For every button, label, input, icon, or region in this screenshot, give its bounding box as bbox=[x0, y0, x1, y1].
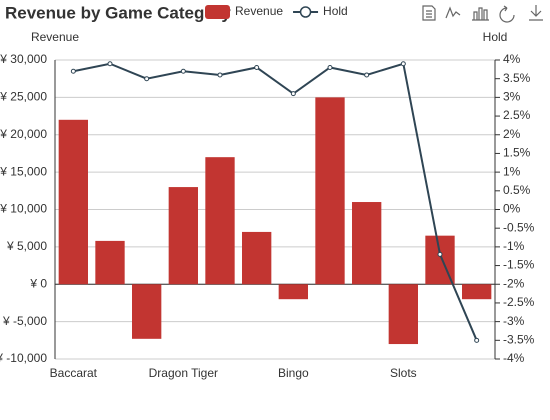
legend-label: Revenue bbox=[235, 4, 283, 18]
y2-tick-label: 4% bbox=[503, 52, 521, 66]
y-tick-label: ¥ -10,000 bbox=[0, 351, 47, 365]
x-tick-label: Baccarat bbox=[50, 366, 98, 380]
x-tick-label: Bingo bbox=[278, 366, 309, 380]
point bbox=[364, 72, 370, 78]
y2-tick-label: -1% bbox=[503, 239, 525, 253]
point bbox=[70, 68, 76, 74]
x-tick-label: Slots bbox=[390, 366, 417, 380]
line-icon[interactable] bbox=[445, 6, 461, 19]
y2-tick-label: 0.5% bbox=[503, 183, 531, 197]
y2-tick-label: 3% bbox=[503, 90, 521, 104]
point bbox=[107, 61, 113, 67]
y2-tick-label: 3.5% bbox=[503, 71, 531, 85]
legend-swatch bbox=[299, 6, 312, 18]
point bbox=[144, 76, 150, 82]
point bbox=[290, 91, 296, 97]
y-tick-label: ¥ 0 bbox=[29, 276, 47, 290]
y2-tick-label: -2.5% bbox=[503, 295, 535, 309]
toolbox[interactable] bbox=[422, 5, 543, 23]
y2-axis-title: Hold bbox=[483, 30, 508, 44]
legend-swatch bbox=[205, 5, 230, 19]
point bbox=[254, 64, 260, 70]
bar bbox=[462, 284, 492, 300]
legend-label: Hold bbox=[323, 4, 348, 18]
y2-tick-label: -4% bbox=[503, 351, 525, 365]
save-icon[interactable] bbox=[529, 5, 543, 21]
y-tick-label: ¥ 10,000 bbox=[0, 202, 47, 216]
line bbox=[73, 62, 478, 341]
bar bbox=[205, 157, 235, 285]
y2-tick-label: 1.5% bbox=[503, 146, 531, 160]
bar bbox=[278, 284, 308, 300]
bar bbox=[315, 97, 345, 285]
y-tick-label: ¥ 30,000 bbox=[0, 52, 47, 66]
bar bbox=[58, 119, 88, 285]
y2-tick-label: -3.5% bbox=[503, 332, 535, 346]
y2-tick-label: 1% bbox=[503, 164, 521, 178]
y-tick-label: ¥ 20,000 bbox=[0, 127, 47, 141]
y2-tick-label: 2% bbox=[503, 127, 521, 141]
point bbox=[437, 251, 443, 257]
bar bbox=[388, 284, 418, 345]
y2-tick-label: -1.5% bbox=[503, 258, 535, 272]
x-tick-label: Dragon Tiger bbox=[149, 366, 218, 380]
chart-title: Revenue by Game Category bbox=[5, 3, 231, 22]
y-tick-label: ¥ 5,000 bbox=[6, 239, 47, 253]
restore-icon[interactable] bbox=[499, 5, 515, 23]
point bbox=[400, 61, 406, 67]
y2-tick-label: 0% bbox=[503, 202, 521, 216]
bar bbox=[242, 231, 272, 285]
point bbox=[327, 64, 333, 70]
y2-tick-label: -3% bbox=[503, 314, 525, 328]
point bbox=[217, 72, 223, 78]
data-view-icon[interactable] bbox=[422, 5, 436, 21]
bar bbox=[95, 240, 125, 285]
y2-tick-label: 2.5% bbox=[503, 108, 531, 122]
bar-icon[interactable] bbox=[472, 7, 489, 21]
y-axis-title: Revenue bbox=[31, 30, 79, 44]
point bbox=[180, 68, 186, 74]
y-tick-label: ¥ 15,000 bbox=[0, 164, 47, 178]
y-tick-label: ¥ -5,000 bbox=[2, 314, 47, 328]
y2-tick-label: -0.5% bbox=[503, 220, 535, 234]
point bbox=[474, 337, 480, 343]
y-tick-label: ¥ 25,000 bbox=[0, 90, 47, 104]
bar bbox=[352, 202, 382, 285]
bar bbox=[132, 284, 162, 339]
y2-tick-label: -2% bbox=[503, 276, 525, 290]
bar bbox=[168, 187, 198, 285]
